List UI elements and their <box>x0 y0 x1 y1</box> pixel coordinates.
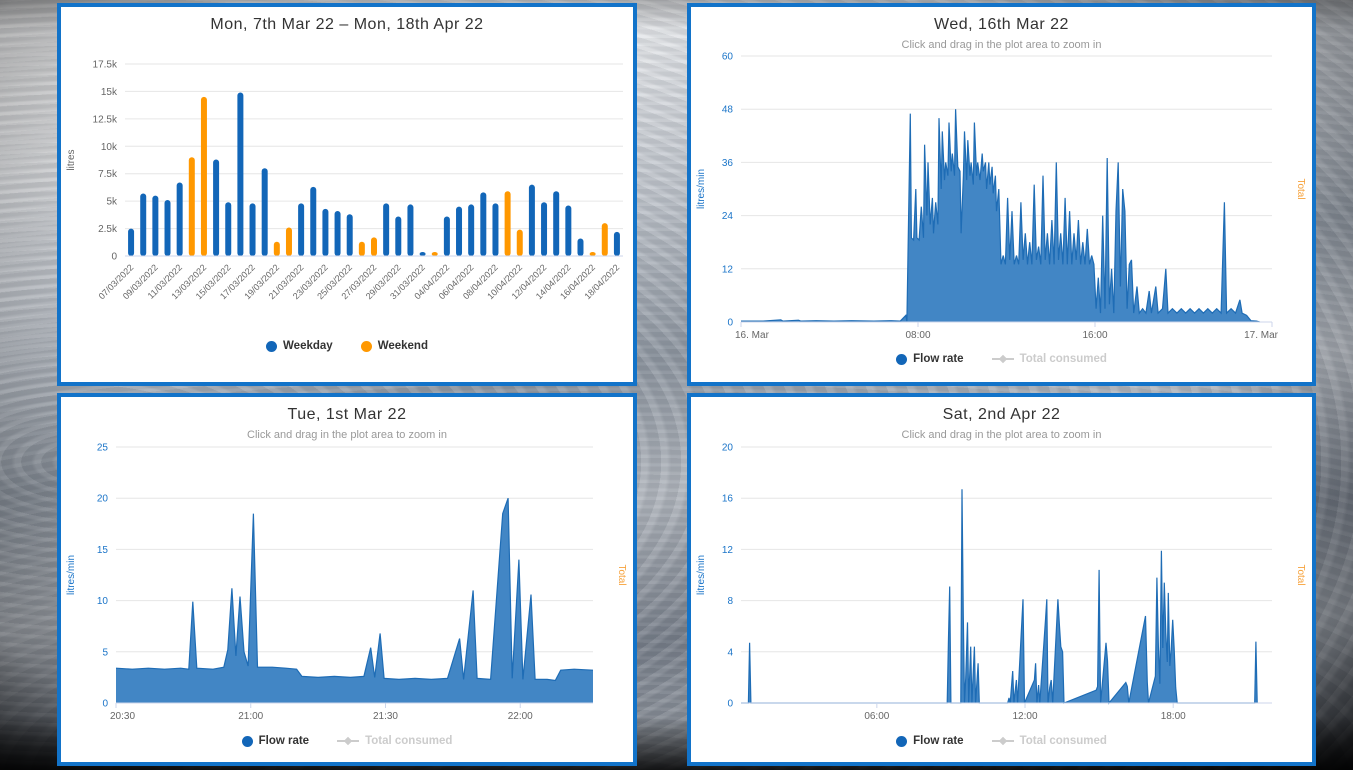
legend: Flow rate Total consumed <box>61 735 633 747</box>
legend: Flow rate Total consumed <box>691 353 1312 365</box>
weekday-marker-icon <box>266 340 278 352</box>
chart-title: Mon, 7th Mar 22 – Mon, 18th Apr 22 <box>210 16 484 33</box>
legend-label-weekday: Weekday <box>283 340 333 352</box>
legend-item-weekend[interactable]: Weekend <box>360 340 428 352</box>
svg-text:litres: litres <box>66 149 77 170</box>
svg-text:21:00: 21:00 <box>238 711 263 722</box>
legend-label-flow-rate: Flow rate <box>258 735 310 747</box>
svg-text:20: 20 <box>97 494 109 505</box>
daily-totals-plot-area[interactable]: 02.5k5k7.5k10k12.5k15k17.5klitres07/03/2… <box>61 34 633 334</box>
svg-text:60: 60 <box>722 52 734 63</box>
flow-rate-marker-icon <box>241 735 253 747</box>
svg-text:4: 4 <box>727 647 733 658</box>
svg-text:21:30: 21:30 <box>373 711 398 722</box>
svg-text:48: 48 <box>722 105 734 116</box>
legend-item-flow-rate[interactable]: Flow rate <box>241 735 310 747</box>
svg-text:12.5k: 12.5k <box>93 114 118 125</box>
svg-text:22:00: 22:00 <box>508 711 533 722</box>
flow-2-apr-plot-area[interactable]: 0 4 8 12 16 20 litres/min Total 06:00 12:00 18:00 <box>691 441 1312 729</box>
panel-flow-2-apr: Sat, 2nd Apr 22 Click and drag in the pl… <box>687 393 1316 766</box>
legend-item-total-consumed[interactable]: Total consumed <box>991 353 1107 365</box>
svg-text:15: 15 <box>97 545 109 556</box>
legend-item-total-consumed[interactable]: Total consumed <box>991 735 1107 747</box>
legend: Flow rate Total consumed <box>691 735 1312 747</box>
svg-text:Total: Total <box>616 564 627 585</box>
panel-daily-totals: Mon, 7th Mar 22 – Mon, 18th Apr 22 0 2.5k… <box>57 3 637 386</box>
panel-flow-16-mar: Wed, 16th Mar 22 Click and drag in the p… <box>687 3 1316 386</box>
legend-label-total-consumed: Total consumed <box>1019 735 1107 747</box>
legend-label-total-consumed: Total consumed <box>365 735 453 747</box>
flow-rate-marker-icon <box>896 353 908 365</box>
weekend-marker-icon <box>360 340 372 352</box>
legend: Weekday Weekend <box>61 340 633 352</box>
svg-text:Total: Total <box>1295 178 1306 199</box>
svg-text:litres/min: litres/min <box>696 555 707 595</box>
svg-text:0: 0 <box>727 318 733 329</box>
svg-text:18:00: 18:00 <box>1161 711 1186 722</box>
chart-subtitle: Click and drag in the plot area to zoom … <box>247 429 447 441</box>
total-consumed-marker-icon <box>991 354 1014 364</box>
svg-text:12: 12 <box>722 264 734 275</box>
legend-label-flow-rate: Flow rate <box>913 353 964 365</box>
svg-text:17.5k: 17.5k <box>93 60 118 71</box>
svg-text:06:00: 06:00 <box>864 711 889 722</box>
svg-text:litres/min: litres/min <box>696 169 707 209</box>
legend-item-total-consumed[interactable]: Total consumed <box>337 735 452 747</box>
flow-16-mar-plot-area[interactable]: 0 12 24 36 48 60 litres/min Total 16. Mar 08:00 16… <box>691 51 1312 347</box>
chart-subtitle: Click and drag in the plot area to zoom … <box>901 429 1102 441</box>
flow-1-mar-plot-area[interactable]: 0 5 10 15 20 25 litres/min Total 20:30 21:00 21:30… <box>61 441 633 729</box>
svg-text:10k: 10k <box>101 142 118 153</box>
svg-text:16. Mar: 16. Mar <box>735 330 770 341</box>
svg-text:0: 0 <box>727 699 733 710</box>
svg-text:2.5k: 2.5k <box>98 224 118 235</box>
svg-text:0: 0 <box>111 252 117 263</box>
svg-text:7.5k: 7.5k <box>98 169 118 180</box>
svg-text:24: 24 <box>722 211 734 222</box>
svg-text:litres/min: litres/min <box>66 555 77 595</box>
svg-text:16: 16 <box>722 494 734 505</box>
total-consumed-marker-icon <box>337 736 360 746</box>
svg-text:10: 10 <box>97 596 109 607</box>
panel-flow-1-mar: Tue, 1st Mar 22 Click and drag in the pl… <box>57 393 637 766</box>
chart-title: Sat, 2nd Apr 22 <box>942 406 1061 423</box>
legend-label-total-consumed: Total consumed <box>1019 353 1107 365</box>
svg-text:0: 0 <box>102 699 108 710</box>
svg-text:25: 25 <box>97 443 109 454</box>
svg-text:8: 8 <box>727 596 733 607</box>
legend-item-flow-rate[interactable]: Flow rate <box>896 353 964 365</box>
svg-text:36: 36 <box>722 158 734 169</box>
svg-text:08:00: 08:00 <box>905 330 930 341</box>
svg-text:12:00: 12:00 <box>1013 711 1038 722</box>
legend-item-weekday[interactable]: Weekday <box>266 340 333 352</box>
flow-rate-marker-icon <box>896 735 908 747</box>
svg-text:16:00: 16:00 <box>1082 330 1107 341</box>
svg-text:15k: 15k <box>101 87 118 98</box>
svg-text:Total: Total <box>1295 564 1306 585</box>
legend-label-flow-rate: Flow rate <box>913 735 964 747</box>
chart-title: Tue, 1st Mar 22 <box>287 406 407 423</box>
svg-text:5k: 5k <box>106 197 118 208</box>
svg-text:5: 5 <box>102 647 108 658</box>
legend-item-flow-rate[interactable]: Flow rate <box>896 735 964 747</box>
svg-text:17. Mar: 17. Mar <box>1244 330 1279 341</box>
chart-title: Wed, 16th Mar 22 <box>934 16 1069 33</box>
svg-text:20:30: 20:30 <box>110 711 135 722</box>
svg-text:12: 12 <box>722 545 734 556</box>
svg-text:20: 20 <box>722 443 734 454</box>
legend-label-weekend: Weekend <box>377 340 428 352</box>
chart-subtitle: Click and drag in the plot area to zoom … <box>901 39 1102 51</box>
total-consumed-marker-icon <box>991 736 1014 746</box>
